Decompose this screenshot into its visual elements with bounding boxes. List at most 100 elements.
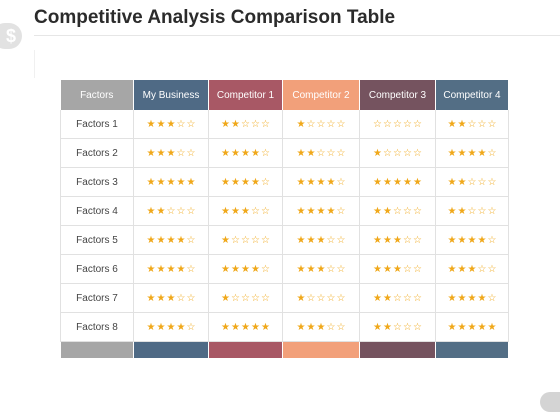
table-row: Factors 2 ★★★☆☆ ★★★★☆ ★★☆☆☆ ★☆☆☆☆ ★★★★☆: [60, 138, 509, 168]
star-empty-icon: ☆: [487, 147, 497, 159]
star-empty-icon: ☆: [186, 292, 196, 304]
star-filled-icon: ★: [383, 263, 392, 275]
star-filled-icon: ★: [221, 321, 230, 333]
star-filled-icon: ★: [231, 176, 240, 188]
star-empty-icon: ☆: [393, 205, 402, 217]
star-empty-icon: ☆: [403, 234, 412, 246]
star-empty-icon: ☆: [383, 147, 392, 159]
star-rating: ★★☆☆☆: [221, 118, 271, 130]
footer-cell: [60, 341, 134, 358]
rating-cell: ★★★★★: [435, 312, 509, 342]
star-empty-icon: ☆: [186, 321, 196, 333]
star-filled-icon: ★: [146, 205, 156, 217]
star-filled-icon: ★: [306, 205, 316, 217]
star-filled-icon: ★: [457, 263, 467, 275]
star-empty-icon: ☆: [261, 118, 270, 130]
star-rating: ★★★☆☆: [146, 148, 196, 159]
star-empty-icon: ☆: [336, 118, 346, 130]
star-filled-icon: ★: [306, 234, 316, 246]
star-filled-icon: ★: [326, 176, 336, 188]
star-filled-icon: ★: [296, 147, 306, 159]
star-filled-icon: ★: [241, 176, 250, 188]
star-empty-icon: ☆: [487, 234, 497, 246]
rating-cell: ★★★☆☆: [435, 254, 509, 284]
table-row: Factors 1 ★★★☆☆ ★★☆☆☆ ★☆☆☆☆ ☆☆☆☆☆ ★★☆☆☆: [60, 110, 509, 139]
star-filled-icon: ★: [316, 205, 326, 217]
star-empty-icon: ☆: [326, 234, 336, 246]
row-label: Factors 4: [60, 196, 134, 226]
star-empty-icon: ☆: [413, 234, 422, 246]
footer-cell: [208, 341, 283, 358]
star-empty-icon: ☆: [231, 234, 240, 246]
star-rating: ★★★★☆: [296, 205, 346, 217]
rating-cell: ★★☆☆☆: [359, 312, 436, 342]
star-filled-icon: ★: [373, 321, 382, 333]
star-empty-icon: ☆: [261, 176, 270, 188]
star-filled-icon: ★: [457, 118, 467, 130]
rating-cell: ★★★★☆: [208, 138, 283, 168]
header-row: Factors My Business Competitor 1 Competi…: [60, 80, 509, 110]
star-filled-icon: ★: [166, 176, 176, 188]
star-filled-icon: ★: [156, 234, 166, 246]
rating-cell: ★★☆☆☆: [133, 196, 209, 226]
rating-cell: ★★★☆☆: [282, 225, 360, 255]
star-empty-icon: ☆: [413, 321, 422, 333]
star-empty-icon: ☆: [261, 292, 270, 304]
rating-cell: ★★★★☆: [435, 138, 509, 168]
star-filled-icon: ★: [156, 321, 166, 333]
star-rating: ★★★☆☆: [146, 118, 196, 130]
star-empty-icon: ☆: [336, 234, 346, 246]
star-empty-icon: ☆: [393, 118, 402, 130]
star-filled-icon: ★: [221, 205, 230, 217]
star-filled-icon: ★: [306, 263, 316, 275]
star-empty-icon: ☆: [487, 176, 497, 188]
rating-cell: ★★★★☆: [208, 254, 283, 284]
star-filled-icon: ★: [231, 321, 240, 333]
rating-cell: ★★★☆☆: [133, 110, 209, 139]
star-filled-icon: ★: [403, 176, 412, 188]
star-filled-icon: ★: [251, 176, 260, 188]
footer-bar: [60, 341, 509, 358]
star-rating: ★☆☆☆☆: [221, 292, 271, 304]
star-filled-icon: ★: [231, 147, 240, 159]
star-filled-icon: ★: [383, 321, 392, 333]
star-empty-icon: ☆: [393, 292, 402, 304]
star-filled-icon: ★: [251, 263, 260, 275]
star-empty-icon: ☆: [467, 118, 477, 130]
star-rating: ★★★★☆: [221, 176, 271, 188]
star-empty-icon: ☆: [261, 263, 270, 275]
star-filled-icon: ★: [231, 118, 240, 130]
star-filled-icon: ★: [176, 263, 186, 275]
star-empty-icon: ☆: [326, 147, 336, 159]
star-filled-icon: ★: [176, 321, 186, 333]
rating-cell: ★★★★☆: [133, 312, 209, 342]
star-filled-icon: ★: [447, 234, 457, 246]
star-empty-icon: ☆: [261, 205, 270, 217]
star-rating: ★★★★☆: [447, 234, 497, 246]
star-rating: ★★★☆☆: [146, 292, 196, 304]
star-filled-icon: ★: [447, 263, 457, 275]
star-filled-icon: ★: [457, 234, 467, 246]
table-row: Factors 8 ★★★★☆ ★★★★★ ★★★☆☆ ★★☆☆☆ ★★★★★: [60, 312, 509, 342]
star-rating: ★☆☆☆☆: [221, 234, 271, 246]
table-row: Factors 6 ★★★★☆ ★★★★☆ ★★★☆☆ ★★★☆☆ ★★★☆☆: [60, 254, 509, 284]
rating-cell: ★☆☆☆☆: [208, 283, 283, 313]
star-filled-icon: ★: [457, 292, 467, 304]
rating-cell: ★☆☆☆☆: [359, 138, 436, 168]
side-divider: [34, 50, 35, 78]
star-rating: ★★★☆☆: [296, 263, 346, 275]
star-rating: ★★★★☆: [146, 263, 196, 275]
star-filled-icon: ★: [146, 118, 156, 130]
rating-cell: ★★★★☆: [435, 225, 509, 255]
star-filled-icon: ★: [241, 321, 250, 333]
star-empty-icon: ☆: [241, 292, 250, 304]
star-empty-icon: ☆: [186, 205, 196, 217]
row-label: Factors 1: [60, 110, 134, 139]
star-filled-icon: ★: [467, 263, 477, 275]
star-filled-icon: ★: [221, 176, 230, 188]
star-filled-icon: ★: [413, 176, 422, 188]
star-empty-icon: ☆: [413, 263, 422, 275]
star-empty-icon: ☆: [326, 321, 336, 333]
rating-cell: ★★★☆☆: [359, 225, 436, 255]
slide-nav-pill: [540, 392, 560, 412]
